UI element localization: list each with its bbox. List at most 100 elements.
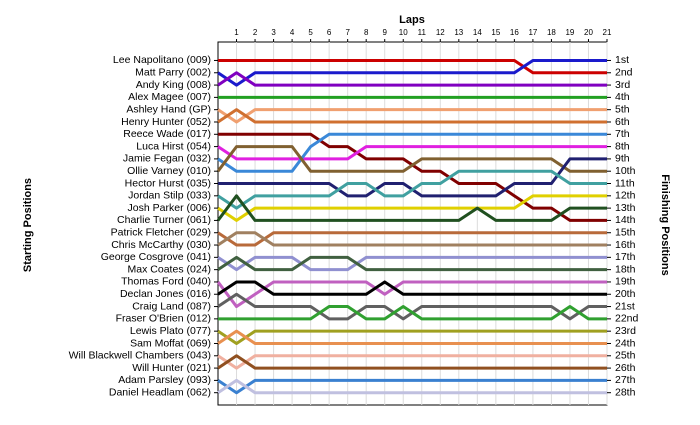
x-tick-label: 9 — [382, 28, 387, 37]
y-axis-title: Starting Positions — [22, 178, 34, 272]
driver-line — [217, 329, 607, 345]
driver-line — [218, 58, 607, 75]
y2-tick-label: 27th — [615, 374, 636, 386]
y-tick-label: Charlie Turner (061) — [117, 214, 211, 226]
y2-tick-label: 9th — [615, 153, 630, 165]
y-tick-label: Henry Hunter (052) — [121, 116, 211, 128]
x-tick-label: 14 — [473, 28, 482, 37]
y-tick-label: Lewis Plato (077) — [130, 325, 211, 337]
y-tick-label: Thomas Ford (040) — [121, 276, 211, 288]
driver-line — [217, 108, 607, 124]
x-tick-label: 15 — [491, 28, 500, 37]
driver-line — [217, 145, 607, 161]
y2-tick-label: 4th — [615, 91, 630, 103]
y-tick-label: Ashley Hand (GP) — [126, 103, 211, 115]
y2-tick-label: 5th — [615, 103, 630, 115]
x-tick-label: 4 — [290, 28, 295, 37]
x-tick-label: 1 — [234, 28, 239, 37]
x-tick-label: 10 — [399, 28, 408, 37]
y-tick-label: Matt Parry (002) — [135, 67, 211, 79]
x-tick-label: 12 — [436, 28, 445, 37]
y2-tick-label: 8th — [615, 140, 630, 152]
y2-tick-label: 7th — [615, 128, 630, 140]
y2-tick-label: 13th — [615, 202, 636, 214]
y2-tick-label: 26th — [615, 362, 636, 374]
x-tick-label: 13 — [454, 28, 463, 37]
y-tick-label: Max Coates (024) — [128, 263, 211, 275]
y2-tick-label: 28th — [615, 386, 636, 398]
y2-tick-label: 14th — [615, 214, 636, 226]
y-tick-label: Will Hunter (021) — [132, 362, 211, 374]
y2-tick-label: 11th — [615, 177, 635, 189]
driver-line — [217, 354, 607, 370]
x-tick-label: 6 — [327, 28, 332, 37]
driver-line — [217, 378, 607, 395]
driver-line — [217, 231, 607, 247]
driver-line — [217, 58, 607, 87]
x-tick-label: 5 — [308, 28, 313, 37]
y-tick-label: Sam Moffat (069) — [130, 337, 211, 349]
x-tick-label: 8 — [364, 28, 369, 37]
y-tick-label: Lee Napolitano (009) — [113, 54, 211, 66]
y-tick-label: Adam Parsley (093) — [118, 374, 211, 386]
y-tick-label: Chris McCarthy (030) — [111, 239, 211, 251]
driver-line — [216, 194, 607, 222]
driver-line — [216, 280, 607, 309]
driver-line — [217, 169, 607, 210]
y-tick-label: Jordan Stilp (033) — [128, 190, 211, 202]
driver-line — [217, 194, 607, 222]
x-axis-title: Laps — [399, 14, 425, 26]
y-tick-label: Daniel Headlam (062) — [109, 386, 211, 398]
driver-line — [217, 378, 607, 395]
y-tick-label: Luca Hirst (054) — [136, 140, 211, 152]
y-tick-label: Craig Land (087) — [132, 300, 211, 312]
y2-tick-label: 23rd — [615, 325, 636, 337]
x-tick-label: 20 — [584, 28, 593, 37]
y2-tick-label: 12th — [615, 190, 636, 202]
x-tick-label: 7 — [345, 28, 350, 37]
y2-tick-label: 2nd — [615, 67, 633, 79]
driver-line — [217, 231, 607, 247]
x-tick-label: 19 — [565, 28, 574, 37]
y-tick-label: Fraser O'Brien (012) — [116, 313, 211, 325]
y-tick-label: Josh Parker (006) — [128, 202, 211, 214]
y2-tick-label: 22nd — [615, 313, 639, 325]
driver-line — [217, 354, 607, 370]
y-tick-label: Patrick Fletcher (029) — [111, 227, 211, 239]
y2-tick-label: 18th — [615, 263, 636, 275]
y2-tick-label: 24th — [615, 337, 636, 349]
x-tick-label: 17 — [528, 28, 537, 37]
y-tick-label: Will Blackwell Chambers (043) — [69, 350, 211, 362]
x-tick-label: 21 — [603, 28, 612, 37]
x-tick-label: 3 — [271, 28, 276, 37]
y-tick-label: Ollie Varney (010) — [127, 165, 211, 177]
y-tick-label: Alex Magee (007) — [128, 91, 211, 103]
driver-line — [217, 132, 607, 173]
driver-line — [217, 108, 607, 124]
y-tick-label: Hector Hurst (035) — [125, 177, 211, 189]
y-tick-label: Andy King (008) — [136, 79, 211, 91]
y2-tick-label: 20th — [615, 288, 636, 300]
driver-line — [216, 145, 607, 173]
x-tick-label: 2 — [253, 28, 258, 37]
y2-tick-label: 1st — [615, 54, 629, 66]
y2-tick-label: 16th — [615, 239, 636, 251]
driver-line — [217, 255, 607, 272]
x-tick-label: 16 — [510, 28, 519, 37]
y2-tick-label: 15th — [615, 227, 636, 239]
y2-tick-label: 10th — [615, 165, 636, 177]
y-tick-label: Reece Wade (017) — [123, 128, 211, 140]
y2-tick-label: 25th — [615, 350, 636, 362]
y2-axis-title: Finishing Positions — [659, 174, 671, 275]
driver-line — [217, 255, 607, 272]
x-tick-label: 11 — [418, 28, 427, 37]
driver-line — [218, 305, 607, 321]
y2-tick-label: 17th — [615, 251, 636, 263]
y2-tick-label: 3rd — [615, 79, 630, 91]
x-tick-label: 18 — [547, 28, 556, 37]
driver-line — [217, 329, 607, 345]
y2-tick-label: 19th — [615, 276, 636, 288]
driver-line — [217, 71, 607, 87]
